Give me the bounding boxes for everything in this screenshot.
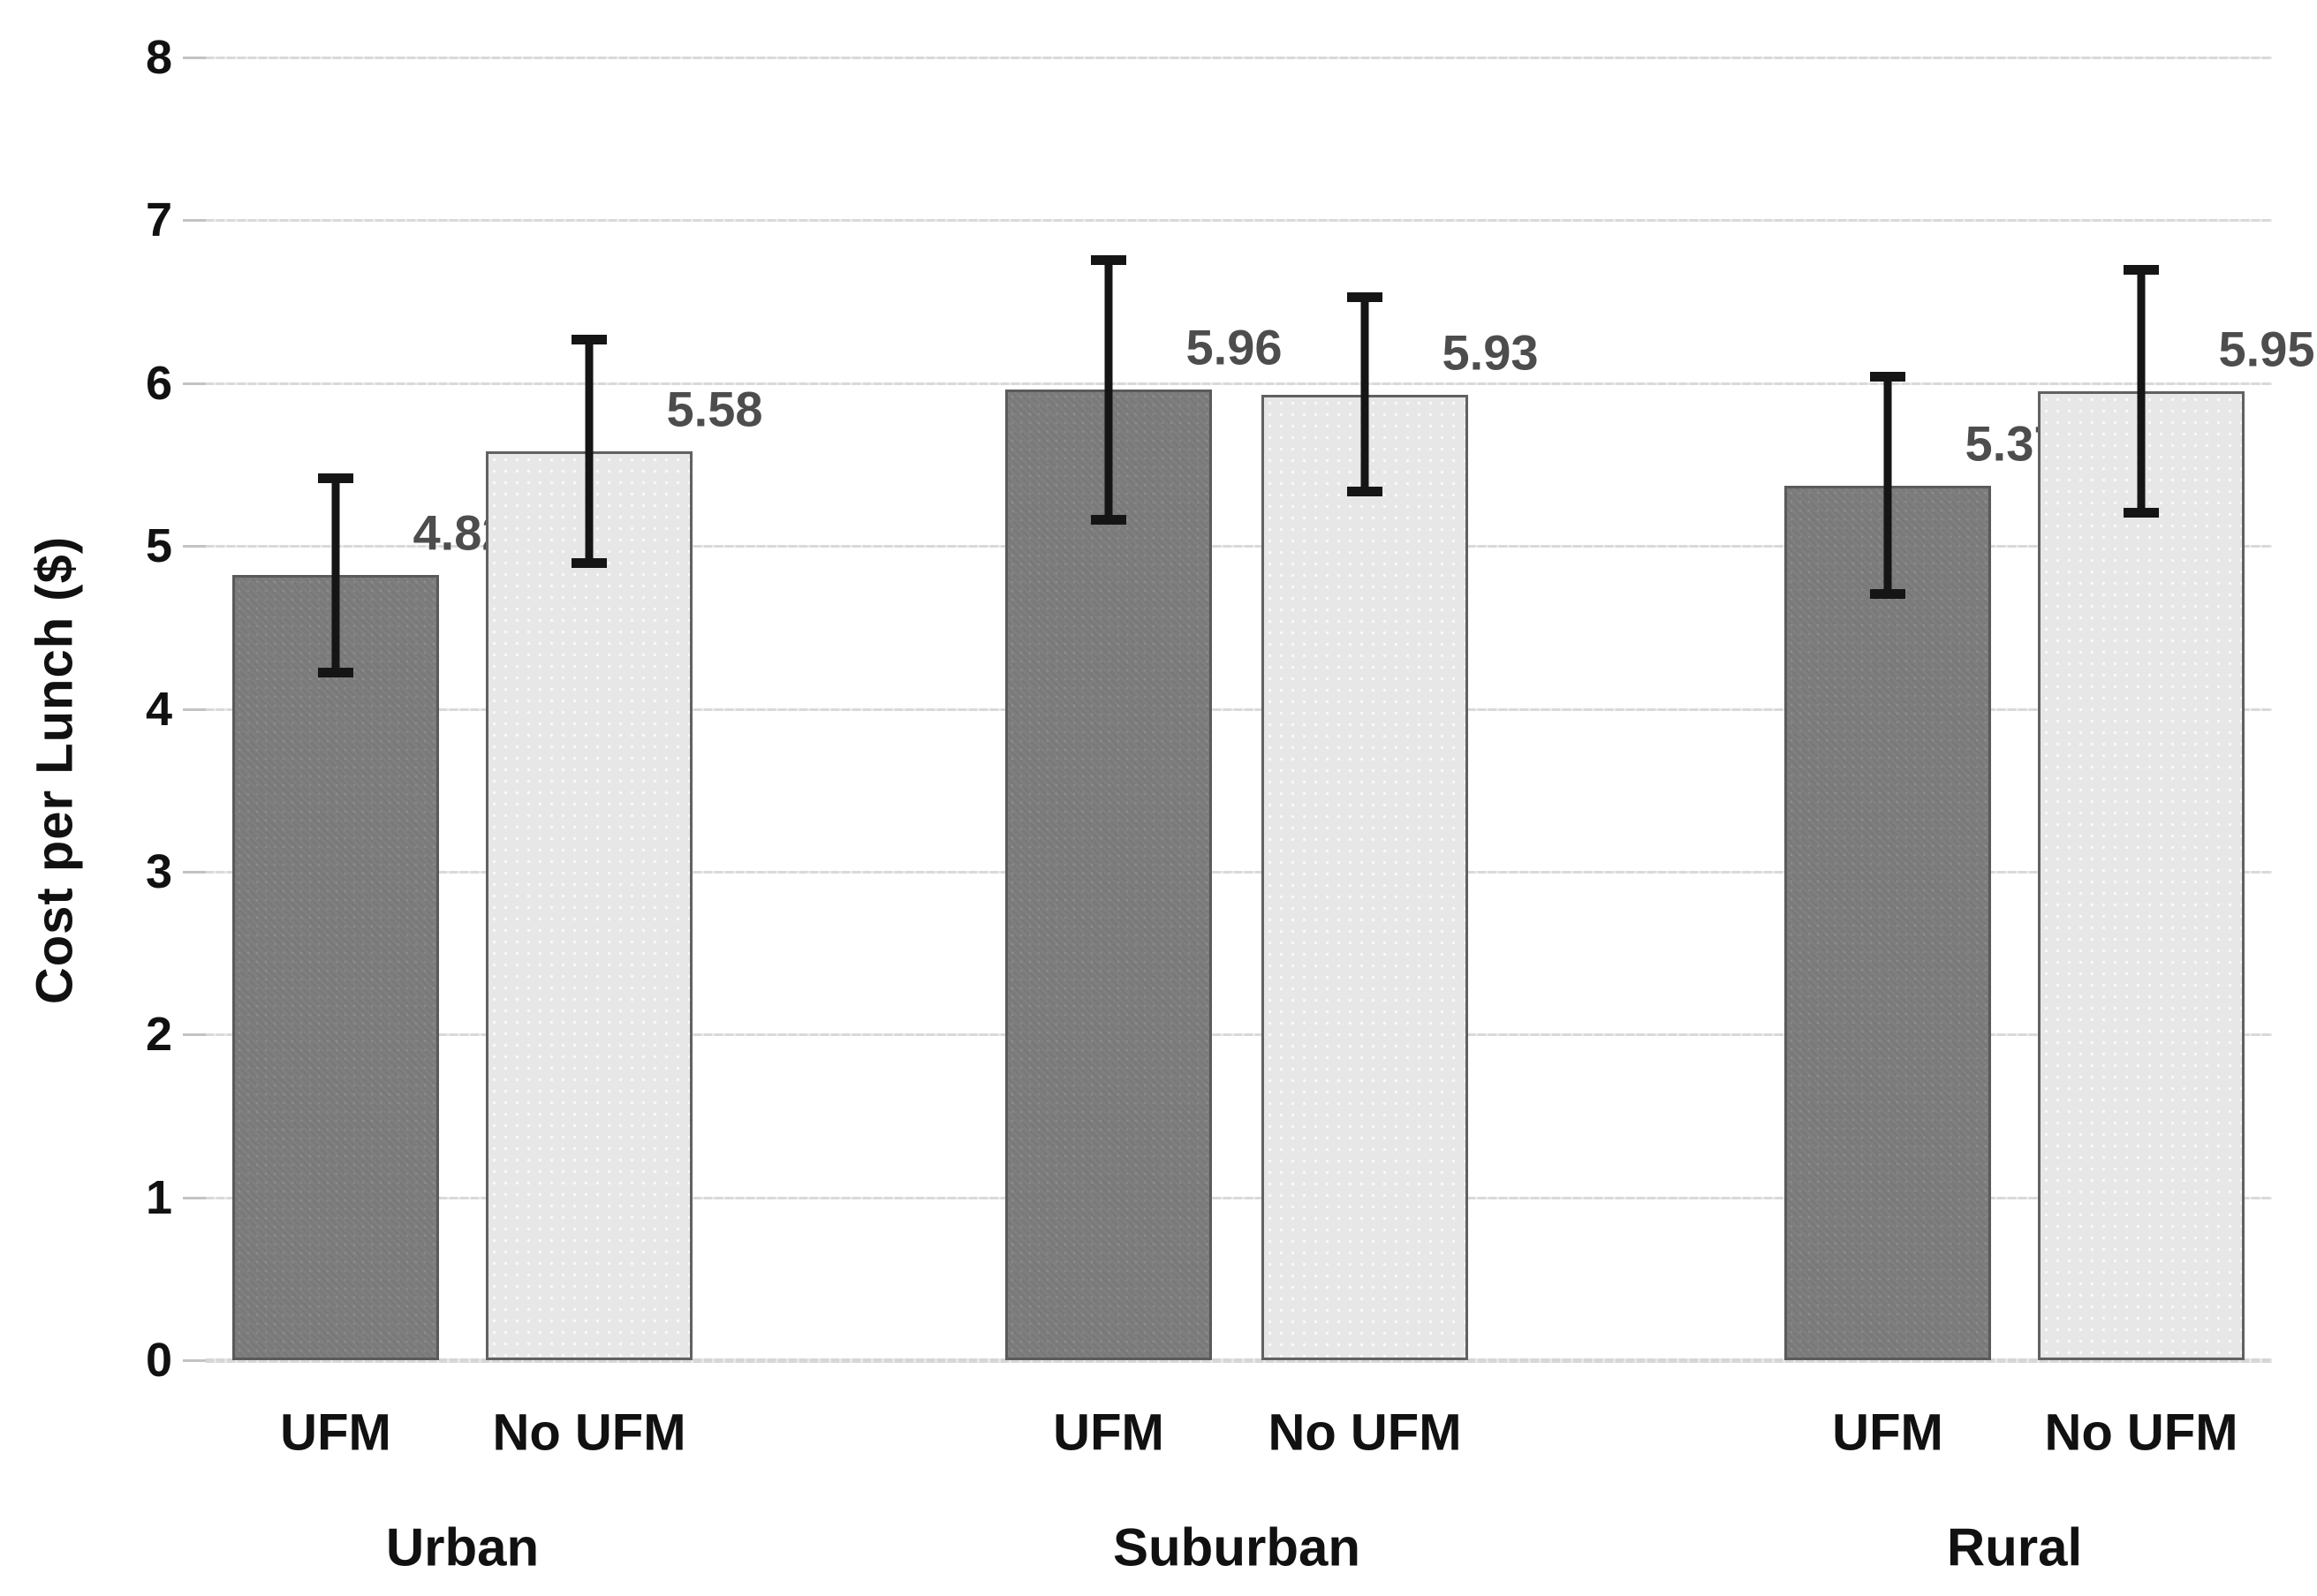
- y-tick-label: 6: [145, 356, 172, 410]
- category-label: UFM: [1832, 1403, 1943, 1462]
- error-bar-bottom-cap: [1347, 487, 1382, 497]
- y-axis-title: Cost per Lunch ($): [26, 535, 84, 1005]
- error-bar: [1360, 297, 1369, 493]
- category-label: UFM: [1053, 1403, 1164, 1462]
- y-axis-tick: [183, 1196, 206, 1199]
- plot-area: [206, 57, 2272, 1363]
- y-axis-tick: [183, 382, 206, 385]
- data-label: 5.96: [1185, 319, 1283, 375]
- gridline: [206, 1033, 2272, 1037]
- error-bar: [1883, 376, 1892, 595]
- bar-suburban-ufm: [1005, 390, 1212, 1360]
- gridline: [206, 870, 2272, 874]
- bar-rural-ufm: [1784, 485, 1991, 1360]
- error-bar-top-cap: [2124, 264, 2159, 275]
- bar-urban-no-ufm: [486, 451, 693, 1360]
- error-bar: [1104, 259, 1113, 520]
- group-label-urban: Urban: [385, 1517, 540, 1577]
- y-tick-label: 2: [145, 1008, 172, 1062]
- y-axis-tick: [183, 57, 206, 59]
- error-bar: [331, 477, 340, 673]
- error-bar: [585, 338, 594, 564]
- gridline: [206, 57, 2272, 59]
- group-label-suburban: Suburban: [1113, 1517, 1360, 1577]
- gridline: [206, 707, 2272, 711]
- error-bar-bottom-cap: [2124, 508, 2159, 518]
- y-axis-tick: [183, 1033, 206, 1037]
- error-bar-top-cap: [572, 334, 607, 344]
- y-axis-tick: [183, 707, 206, 711]
- y-axis-tick: [183, 545, 206, 548]
- gridline: [206, 1196, 2272, 1199]
- y-axis-tick: [183, 870, 206, 874]
- error-bar-bottom-cap: [572, 558, 607, 569]
- y-tick-label: 0: [145, 1334, 172, 1387]
- error-bar-top-cap: [1870, 372, 1905, 382]
- error-bar-top-cap: [318, 473, 353, 483]
- category-label: UFM: [280, 1403, 391, 1462]
- y-tick-label: 8: [145, 31, 172, 84]
- y-axis-tick: [183, 1359, 206, 1362]
- y-tick-label: 3: [145, 844, 172, 898]
- bar-rural-no-ufm: [2038, 390, 2245, 1360]
- error-bar-top-cap: [1347, 292, 1382, 303]
- error-bar-top-cap: [1091, 254, 1126, 265]
- bar-urban-ufm: [232, 575, 439, 1360]
- y-tick-label: 7: [145, 193, 172, 247]
- category-label: No UFM: [492, 1403, 686, 1462]
- y-tick-label: 4: [145, 682, 172, 736]
- error-bar-bottom-cap: [1091, 514, 1126, 525]
- y-tick-label: 5: [145, 519, 172, 573]
- gridline: [206, 545, 2272, 548]
- error-bar-bottom-cap: [1870, 589, 1905, 600]
- data-label: 5.58: [666, 381, 763, 437]
- x-axis-line: [206, 1358, 2272, 1363]
- error-bar-bottom-cap: [318, 667, 353, 677]
- group-label-rural: Rural: [1946, 1517, 2083, 1577]
- data-label: 5.95: [2218, 321, 2315, 377]
- data-label: 5.93: [1442, 324, 1539, 381]
- y-tick-label: 1: [145, 1170, 172, 1224]
- bar-suburban-no-ufm: [1261, 394, 1468, 1360]
- error-bar: [2137, 269, 2146, 514]
- gridline: [206, 219, 2272, 223]
- category-label: No UFM: [1268, 1403, 1462, 1462]
- y-axis-tick: [183, 219, 206, 223]
- gridline: [206, 382, 2272, 385]
- category-label: No UFM: [2044, 1403, 2238, 1462]
